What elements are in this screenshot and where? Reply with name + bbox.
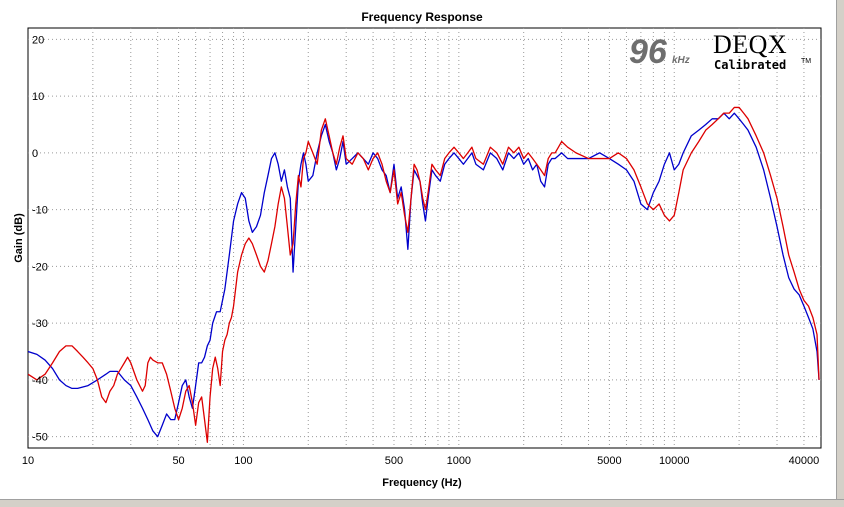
plot-area: [27, 27, 822, 449]
y-tick-label: 10: [32, 91, 44, 103]
y-tick-label: -50: [32, 432, 48, 444]
y-tick-label: -30: [32, 318, 48, 330]
series-line-2: [28, 106, 820, 443]
x-tick-label: 1000: [447, 455, 471, 467]
series-lines: [28, 106, 820, 443]
sample-rate-unit: kHz: [672, 55, 690, 66]
brand-tagline: Calibrated: [714, 58, 786, 72]
sample-rate-value: 96: [629, 33, 668, 71]
x-tick-label: 100: [234, 455, 252, 467]
x-tick-label: 500: [385, 455, 403, 467]
y-tick-label: -40: [32, 375, 48, 387]
grid-lines: [28, 28, 821, 448]
x-axis-ticks: 10 50 100 500 1000 5000 10000 40000: [22, 455, 819, 467]
chart-title: Frequency Response: [361, 10, 483, 24]
x-tick-label: 40000: [789, 455, 820, 467]
x-tick-label: 5000: [597, 455, 621, 467]
y-tick-label: 0: [32, 148, 38, 160]
y-tick-label: -20: [32, 261, 48, 273]
window-frame-bottom: [0, 499, 844, 507]
x-tick-label: 50: [172, 455, 184, 467]
window-frame-right: [836, 0, 844, 507]
y-tick-label: 20: [32, 34, 44, 46]
x-axis-label: Frequency (Hz): [382, 477, 462, 489]
deqx-logo: 96 kHz DEQX Calibrated TM: [629, 30, 811, 72]
x-tick-label: 10: [22, 455, 34, 467]
brand-name: DEQX: [713, 30, 787, 59]
x-tick-label: 10000: [659, 455, 690, 467]
y-axis-label: Gain (dB): [13, 213, 25, 263]
y-axis-ticks: 20 10 0 -10 -20 -30 -40 -50: [32, 34, 48, 443]
y-tick-label: -10: [32, 205, 48, 217]
trademark-mark: TM: [801, 58, 811, 65]
